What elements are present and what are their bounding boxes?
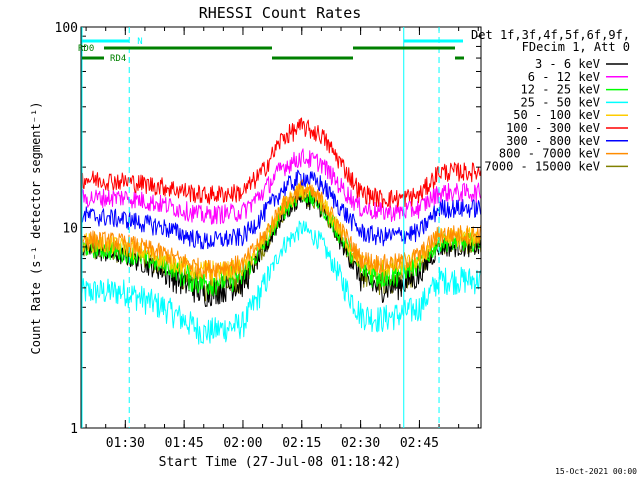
x-tick-label: 02:30 <box>341 436 380 451</box>
footer-date: 15-Oct-2021 00:00 <box>555 467 637 476</box>
plot-area <box>81 117 481 345</box>
y-tick-label: 100 <box>55 21 78 36</box>
y-tick-label: 10 <box>62 222 78 237</box>
x-axis-label: Start Time (27-Jul-08 01:18:42) <box>159 455 402 470</box>
state-label-rd4: RD4 <box>110 54 126 64</box>
legend-header-2: FDecim 1, Att 0 <box>522 40 630 54</box>
legend: Det 1f,3f,4f,5f,6f,9f, FDecim 1, Att 0 3… <box>471 28 630 173</box>
legend-label: 6 - 12 keV <box>528 70 600 84</box>
legend-label: 7000 - 15000 keV <box>484 159 600 173</box>
series-line-5 <box>81 117 481 208</box>
x-tick-label: 02:45 <box>400 436 439 451</box>
state-label-rd0: RD0 <box>78 44 94 54</box>
chart-title: RHESSI Count Rates <box>199 4 362 22</box>
legend-header-1: Det 1f,3f,4f,5f,6f,9f, <box>471 28 630 42</box>
legend-label: 3 - 6 keV <box>535 57 600 71</box>
legend-label: 50 - 100 keV <box>513 108 600 122</box>
y-axis-label: Count Rate (s⁻¹ detector segment⁻¹) <box>29 102 43 355</box>
attenuator-label: N <box>137 37 142 47</box>
series-line-1 <box>81 148 481 225</box>
legend-label: 12 - 25 keV <box>521 83 600 97</box>
series-line-7 <box>81 179 481 280</box>
legend-label: 100 - 300 keV <box>506 121 600 135</box>
series-line-0 <box>81 185 481 308</box>
legend-label: 300 - 800 keV <box>506 134 600 148</box>
series-line-3 <box>81 220 481 345</box>
legend-label: 800 - 7000 keV <box>499 147 600 161</box>
annotations: N RD0 RD4 <box>78 27 464 428</box>
legend-label: 25 - 50 keV <box>521 95 600 109</box>
x-tick-label: 01:30 <box>106 436 145 451</box>
y-tick-label: 1 <box>70 422 78 437</box>
x-tick-label: 02:00 <box>223 436 262 451</box>
x-tick-label: 02:15 <box>282 436 321 451</box>
axes: 01:30 01:45 02:00 02:15 02:30 02:45 1 10 100 <box>55 21 481 451</box>
series-line-6 <box>81 169 481 250</box>
x-tick-label: 01:45 <box>165 436 204 451</box>
